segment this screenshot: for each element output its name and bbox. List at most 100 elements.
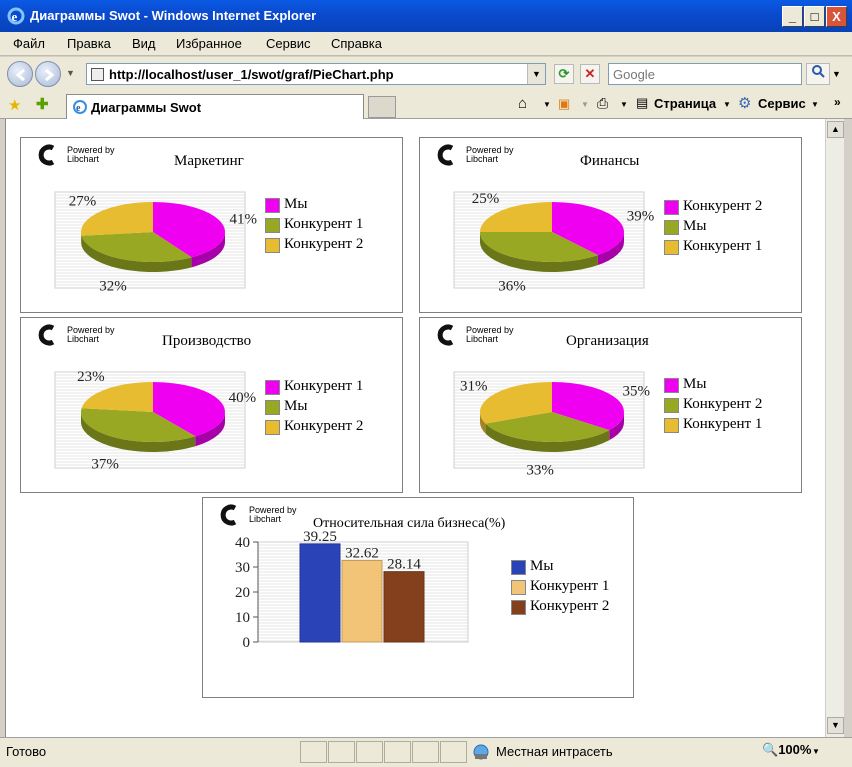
libchart-logo-icon — [38, 144, 55, 166]
home-icon[interactable]: ⌂ — [518, 95, 528, 112]
ie-page-icon: e — [73, 100, 87, 114]
pie-slice-side — [480, 412, 486, 434]
plot-frame — [453, 371, 645, 469]
rss-dropdown-icon[interactable]: ▼ — [581, 100, 589, 109]
libchart-powered: Powered by — [466, 325, 514, 335]
legend-swatch — [265, 380, 280, 395]
tab-swot[interactable]: e Диаграммы Swot — [66, 94, 364, 119]
pie-slice — [552, 382, 624, 431]
bar-value-label: 28.14 — [387, 557, 421, 573]
pie-slice-side — [81, 412, 196, 452]
chart-title: Относительная сила бизнеса(%) — [313, 516, 506, 531]
tab-label: Диаграммы Swot — [91, 100, 202, 115]
pie-slice — [81, 232, 192, 262]
menu-bar: Файл Правка Вид Избранное Сервис Справка — [0, 32, 852, 56]
print-dropdown-icon[interactable]: ▼ — [620, 100, 628, 109]
search-input[interactable]: Google — [608, 63, 802, 85]
pie-slice — [81, 408, 196, 442]
refresh-button[interactable]: ⟳ — [554, 64, 574, 84]
tools-dropdown-icon[interactable]: ▼ — [811, 100, 819, 109]
pie-slice — [153, 382, 225, 437]
page-content: Powered by Libchart Маркетинг 41% 32% 27% М… — [5, 119, 825, 737]
pie-slice — [552, 202, 624, 256]
menu-view[interactable]: Вид — [132, 36, 156, 51]
pie-slice-label: 36% — [498, 278, 526, 294]
pie-slice-label: 37% — [91, 456, 119, 472]
svg-text:e: e — [76, 103, 81, 114]
address-bar-row: ▼ http://localhost/user_1/swot/graf/PieC… — [0, 57, 852, 91]
pie-slice-side — [597, 232, 624, 266]
pie-slice — [480, 382, 552, 424]
zoom-dropdown-icon[interactable]: ▼ — [812, 747, 820, 756]
menu-edit[interactable]: Правка — [67, 36, 111, 51]
chart-panel-marketing: Powered by Libchart Маркетинг 41% 32% 27% М… — [20, 137, 403, 313]
libchart-name: Libchart — [466, 154, 499, 164]
pie-slice-label: 41% — [230, 212, 258, 228]
search-options-icon[interactable]: ▼ — [832, 69, 841, 79]
svg-text:e: e — [12, 9, 18, 24]
maximize-button[interactable]: □ — [804, 6, 825, 27]
menu-help[interactable]: Справка — [331, 36, 382, 51]
close-button[interactable]: X — [826, 6, 847, 27]
status-segment — [356, 741, 383, 763]
arrow-left-icon — [15, 68, 25, 82]
legend-swatch — [664, 398, 679, 413]
status-segment — [412, 741, 439, 763]
status-segment — [300, 741, 327, 763]
vertical-scrollbar[interactable]: ▲ ▼ — [825, 119, 844, 737]
pie-slice — [480, 232, 598, 262]
back-button[interactable] — [7, 61, 33, 87]
favorites-star-icon[interactable]: ★ — [8, 97, 22, 114]
legend-label: Мы — [530, 558, 554, 574]
chart-title: Организация — [566, 333, 649, 349]
bar — [383, 571, 425, 643]
y-tick-label: 30 — [235, 560, 250, 576]
scroll-up-icon[interactable]: ▲ — [827, 121, 844, 138]
scroll-down-icon[interactable]: ▼ — [827, 717, 844, 734]
history-dropdown-icon[interactable]: ▼ — [66, 68, 75, 78]
pie-slice-side — [191, 232, 225, 268]
pie-slice — [153, 202, 225, 258]
chart-panel-business-strength: Powered by Libchart Относительная сила би… — [202, 497, 634, 698]
legend-swatch — [265, 238, 280, 253]
search-button[interactable] — [806, 63, 830, 85]
address-dropdown-icon[interactable]: ▼ — [527, 64, 545, 84]
legend-label: Конкурент 2 — [284, 418, 364, 434]
forward-button[interactable] — [35, 61, 61, 87]
add-favorite-icon[interactable]: ✚ — [36, 96, 49, 113]
home-dropdown-icon[interactable]: ▼ — [543, 100, 551, 109]
window-frame-right — [844, 119, 852, 767]
y-tick-label: 0 — [243, 635, 251, 651]
legend-label: Мы — [683, 376, 707, 392]
tools-menu[interactable]: Сервис — [758, 96, 806, 111]
legend-label: Мы — [284, 196, 308, 212]
legend-label: Конкурент 2 — [683, 396, 763, 412]
page-menu[interactable]: Страница — [654, 96, 717, 111]
pie-slice-side — [195, 412, 225, 447]
print-icon[interactable]: ⎙ — [597, 95, 609, 111]
legend-swatch — [664, 240, 679, 255]
legend-swatch — [511, 560, 526, 575]
legend-label: Мы — [284, 398, 308, 414]
chart-panel-organization: Powered by Libchart Организация 35% 33% 31%… — [419, 317, 802, 493]
menu-file[interactable]: Файл — [13, 36, 45, 51]
libchart-name: Libchart — [67, 154, 100, 164]
legend-label: Конкурент 1 — [683, 416, 763, 432]
minimize-button[interactable]: _ — [782, 6, 803, 27]
new-tab-button[interactable] — [368, 96, 396, 118]
pie-slice-label: 39% — [627, 209, 655, 225]
search-icon — [812, 65, 825, 78]
menu-favorites[interactable]: Избранное — [176, 36, 242, 51]
legend-label: Конкурент 1 — [683, 238, 763, 254]
zoom-level[interactable]: 🔍100% — [762, 742, 811, 758]
chevron-more-icon[interactable]: » — [834, 95, 841, 109]
stop-button[interactable]: ✕ — [580, 64, 600, 84]
rss-icon[interactable]: ▣ — [558, 96, 571, 111]
menu-tools[interactable]: Сервис — [266, 36, 311, 51]
pie-slice-label: 35% — [622, 384, 650, 400]
page-dropdown-icon[interactable]: ▼ — [723, 100, 731, 109]
chart-title: Маркетинг — [174, 153, 244, 169]
legend-swatch — [265, 198, 280, 213]
pie-slice-label: 33% — [526, 463, 554, 479]
address-field[interactable]: http://localhost/user_1/swot/graf/PieCha… — [86, 63, 546, 85]
